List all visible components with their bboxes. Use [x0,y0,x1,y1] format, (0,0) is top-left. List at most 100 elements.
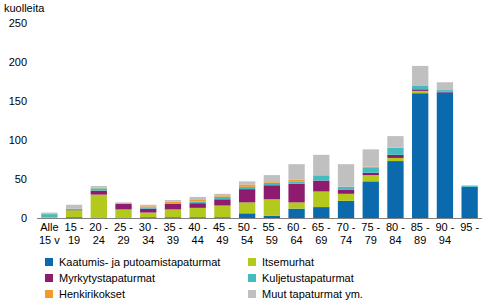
bar-segment [288,181,304,183]
bar-segment [165,200,181,202]
legend-label: Kaatumis- ja putoamistapaturmat [59,256,220,268]
bar-segment [140,209,156,213]
x-tick-label: 80 -84 [386,221,405,246]
bar-segment [288,164,304,180]
bar-segment [214,194,230,196]
x-tick-label: 95 - [460,221,479,233]
bar-segment [387,155,403,158]
x-tick-label: 35 -39 [163,221,182,246]
y-tick-label: 250 [9,17,27,29]
bar-segment [461,186,477,187]
bar-segment [338,187,354,190]
bar-segment [264,216,280,218]
y-tick-label: 0 [21,212,27,224]
x-axis [37,218,482,219]
bar-segment [41,212,57,214]
bar-segment [387,136,403,148]
bar-segment [239,181,255,184]
x-tick-label: 15 -19 [65,221,84,246]
bar-segment [461,186,477,187]
legend-label: Muut tapaturmat ym. [262,288,363,300]
bar-segment [239,202,255,213]
y-tick [34,140,37,141]
bar-segment [41,218,57,219]
x-tick-label: 50 -54 [238,221,257,246]
bar-segment [313,176,329,181]
bar-segment [264,199,280,215]
bar-segment [363,173,379,175]
bar-segment [214,197,230,199]
bar-segment [363,167,379,172]
legend-swatch [248,290,256,298]
bar-segment [363,181,379,218]
legend: Kaatumis- ja putoamistapaturmat Itsemurha… [45,256,363,300]
legend-label: Myrkytystapaturmat [59,272,155,284]
bar-segment [165,202,181,204]
x-tick-label: 25 -29 [114,221,133,246]
bar-segment [66,205,82,209]
y-tick-label: 50 [15,173,27,185]
bar-segment [190,202,206,204]
x-tick-label: 45 -49 [213,221,232,246]
bars [41,66,478,218]
bar-segment [214,199,230,205]
bar-segment [338,190,354,194]
x-tick-label: 40 -44 [188,221,207,246]
bar-segment [412,85,428,89]
bar-segment [313,191,329,207]
bar-segment [363,175,379,181]
bar-segment [165,204,181,209]
y-tick-label: 200 [9,56,27,68]
bar-segment [412,93,428,218]
bar-segment [338,194,354,201]
legend-swatch [45,274,53,282]
bar-segment [91,191,107,195]
x-tick-label: 65 -69 [312,221,331,246]
bar-segment [115,202,131,204]
bar-segment [387,158,403,161]
bar-segment [91,186,107,188]
bar-segment [437,92,453,218]
x-tick-label: Alle15 v [39,221,60,246]
bar-segment [461,186,477,188]
bar-segment [461,186,477,187]
bar-segment [239,189,255,202]
bar-segment [264,185,280,199]
bar-segment [190,199,206,201]
bar-segment [412,66,428,86]
legend-label: Kuljetustapaturmat [262,272,354,284]
y-tick-label: 150 [9,95,27,107]
bar-segment [288,209,304,218]
y-tick [34,218,37,219]
bar-segment [313,207,329,218]
bar-segment [288,180,304,182]
bar-segment [288,202,304,208]
y-tick [34,179,37,180]
bar-segment [190,208,206,217]
x-tick-label: 90 -94 [435,221,454,246]
bar-segment [140,205,156,207]
bar-segment [264,183,280,185]
legend-label: Itsemurhat [262,256,314,268]
bar-segment [115,203,131,204]
bar-segment [387,148,403,155]
bar-segment [115,203,131,205]
legend-swatch [45,290,53,298]
x-tick-label: 75 -79 [361,221,380,246]
bar-segment [140,206,156,208]
bar-segment [338,201,354,218]
bar-segment [313,181,329,192]
bar-segment [338,164,354,187]
y-tick-label: 100 [9,134,27,146]
bar-segment [412,91,428,93]
x-tick-label: 60 -64 [287,221,306,246]
bar-segment [461,187,477,218]
y-tick [34,23,37,24]
bar-segment [437,90,453,92]
bar-segment [115,209,131,218]
bar-segment [239,184,255,186]
bar-segment [412,89,428,91]
bar-segment [115,204,131,209]
bar-segment [264,175,280,182]
bar-segment [363,149,379,166]
